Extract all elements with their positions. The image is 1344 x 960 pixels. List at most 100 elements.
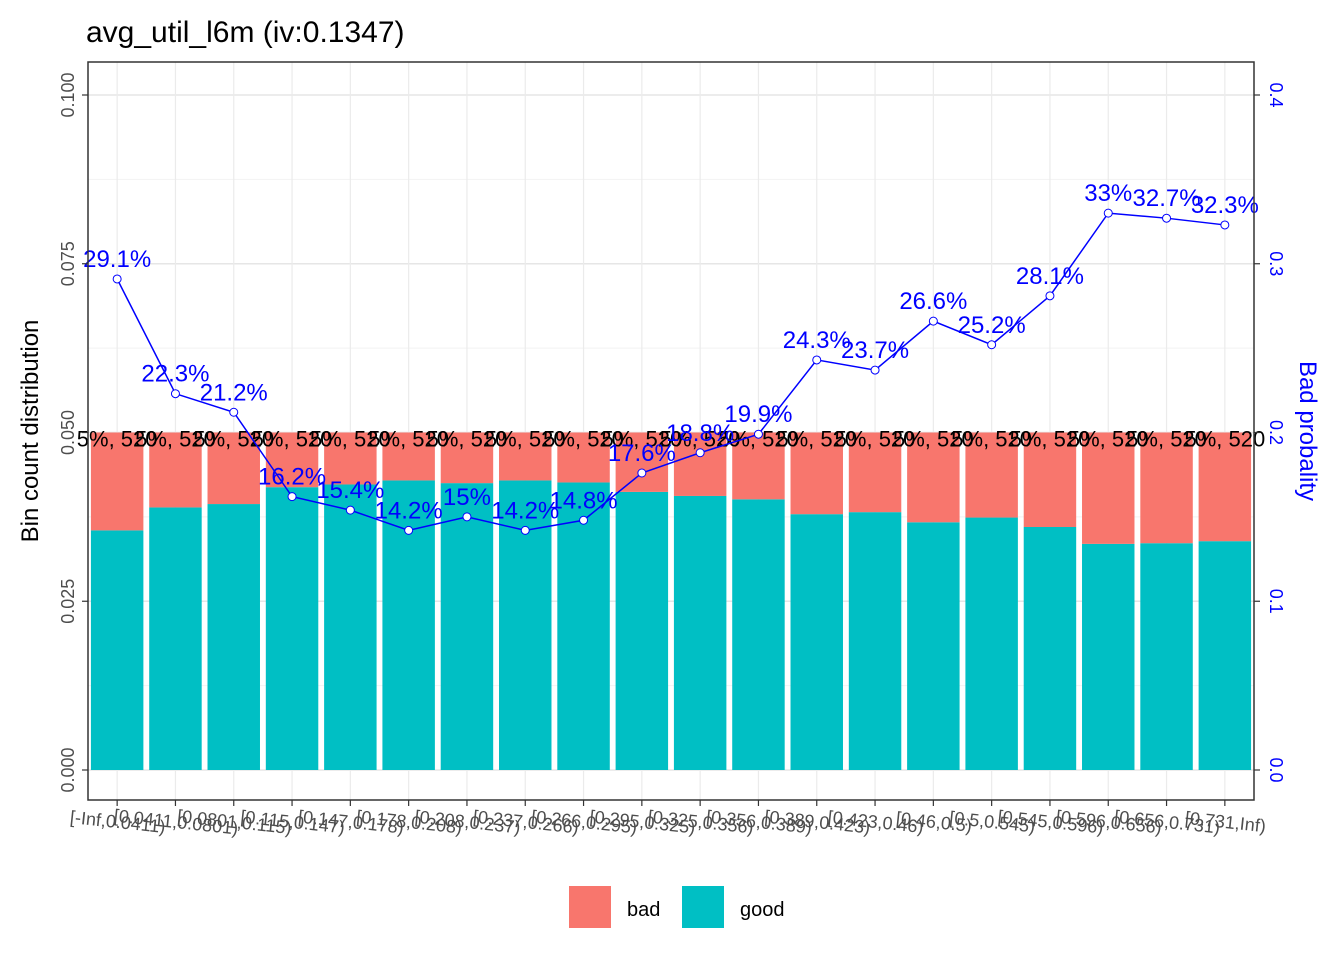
bad-probability-point <box>928 316 938 326</box>
y-axis-right: 0.0 0.1 0.2 0.3 0.4 <box>1254 82 1286 783</box>
legend-key-good <box>682 886 724 928</box>
bar-good <box>848 512 902 770</box>
bar-bad <box>673 432 727 496</box>
bar-good <box>907 522 960 770</box>
bar-count-label: 5%, 520 <box>193 427 274 452</box>
bar-good <box>1082 543 1135 770</box>
bar-good <box>557 482 610 770</box>
bar-bad <box>1082 432 1135 544</box>
bar-good <box>440 483 494 770</box>
bar-good <box>615 491 669 770</box>
legend: bad good <box>569 886 785 928</box>
bar-count-label: 5%, 520 <box>485 427 566 452</box>
bad-probability-point <box>987 340 997 350</box>
bar-good <box>732 499 785 770</box>
y2-tick-label: 0.1 <box>1266 589 1286 614</box>
bad-probability-point <box>1103 208 1113 218</box>
bad-probability-path <box>116 212 1225 532</box>
y2-tick-label: 0.3 <box>1266 251 1286 276</box>
bad-probability-label: 21.2% <box>200 379 268 406</box>
bar-bad <box>965 432 1018 518</box>
bad-probability-label: 15% <box>443 484 491 511</box>
bad-probability-point <box>1045 291 1055 301</box>
chart-title: avg_util_l6m (iv:0.1347) <box>86 16 405 49</box>
y2-tick-label: 0.2 <box>1266 420 1286 445</box>
x-axis: [-Inf,0.0411)[0.0411,0.0801)[0.0801,0.11… <box>69 800 1267 838</box>
bar-bad <box>732 432 785 500</box>
bars <box>90 432 1252 770</box>
bar-bad <box>790 432 843 515</box>
y-axis-title: Bin count distribution <box>17 320 44 543</box>
y-axis-left: 0.000 0.025 0.050 0.075 0.100 <box>58 72 88 793</box>
bad-probability-label: 16.2% <box>258 464 326 491</box>
bar-bad <box>557 432 610 483</box>
y2-tick-label: 0.0 <box>1266 757 1286 782</box>
y-tick-label: 0.100 <box>58 72 78 117</box>
bar-bad <box>382 432 435 481</box>
bar-good <box>673 495 727 770</box>
bad-probability-point <box>870 365 880 375</box>
bar-bad <box>499 432 552 481</box>
bad-probability-label: 17.6% <box>608 440 676 467</box>
bar-good <box>1198 541 1252 770</box>
bar-count-label: 5%, 520 <box>1010 427 1091 452</box>
bad-probability-label: 19.9% <box>724 401 792 428</box>
bad-probability-point <box>637 468 647 478</box>
bad-probability-label: 25.2% <box>958 312 1026 339</box>
bar-count-label: 5%, 520 <box>252 427 333 452</box>
bad-probability-label: 33% <box>1084 180 1132 207</box>
bad-probability-point <box>112 274 122 284</box>
bar-count-label: 5%, 520 <box>135 427 216 452</box>
y-tick-label: 0.050 <box>58 410 78 455</box>
bad-probability-point <box>345 505 355 515</box>
bad-probability-point <box>1220 220 1230 230</box>
bar-good <box>90 530 144 770</box>
bad-probability-label: 26.6% <box>899 288 967 315</box>
bad-probability-label: 24.3% <box>783 327 851 354</box>
bar-count-label: 5%, 520 <box>951 427 1032 452</box>
bad-probability-label: 23.7% <box>841 337 909 364</box>
bad-probability-label: 14.2% <box>375 497 443 524</box>
bar-good <box>324 484 377 770</box>
bar-good <box>207 504 260 770</box>
bar-bad <box>1023 432 1077 527</box>
bar-count-label: 5%, 520 <box>1126 427 1207 452</box>
bad-probability-label: 32.3% <box>1191 192 1259 219</box>
bad-probability-label: 14.8% <box>550 487 618 514</box>
bar-good <box>265 487 319 770</box>
bar-bad <box>440 432 494 484</box>
plot-border <box>87 61 1255 801</box>
bad-probability-point <box>170 389 180 399</box>
legend-label-bad: bad <box>627 899 660 921</box>
bar-count-label: 5%, 520 <box>835 427 916 452</box>
bar-count-label: 5%, 520 <box>310 427 391 452</box>
bar-count-label: 5%, 520 <box>1068 427 1149 452</box>
bar-bad <box>149 432 202 508</box>
bar-count-label: 5%, 520 <box>77 427 158 452</box>
legend-key-bad <box>569 886 611 928</box>
y2-axis-title: Bad probality <box>1294 361 1321 501</box>
legend-label-good: good <box>740 899 785 921</box>
bad-probability-label: 15.4% <box>316 477 384 504</box>
bad-probability-line <box>112 208 1230 535</box>
bar-count-label: 5%, 520 <box>660 427 741 452</box>
bad-probability-label: 29.1% <box>83 246 151 273</box>
bad-probability-point <box>579 515 589 525</box>
bar-count-label: 5%, 520 <box>368 427 449 452</box>
bad-probability-point <box>812 355 822 365</box>
bar-bad <box>265 432 319 488</box>
bad-probability-label: 28.1% <box>1016 263 1084 290</box>
bar-bad <box>207 432 260 505</box>
y2-tick-label: 0.4 <box>1266 82 1286 107</box>
bar-good <box>1140 543 1193 770</box>
bad-probability-point <box>1162 213 1172 223</box>
bar-count-label: 5%, 520 <box>1184 427 1265 452</box>
bar-good <box>790 514 843 770</box>
bar-bad <box>848 432 902 513</box>
bad-probability-point <box>753 429 763 439</box>
bad-probability-label: 18.8% <box>666 420 734 447</box>
bad-probability-labels: 29.1%22.3%21.2%16.2%15.4%14.2% 15% 14.2%14… <box>83 180 1259 524</box>
bar-good <box>965 517 1018 770</box>
bar-count-label: 5%, 520 <box>601 427 682 452</box>
